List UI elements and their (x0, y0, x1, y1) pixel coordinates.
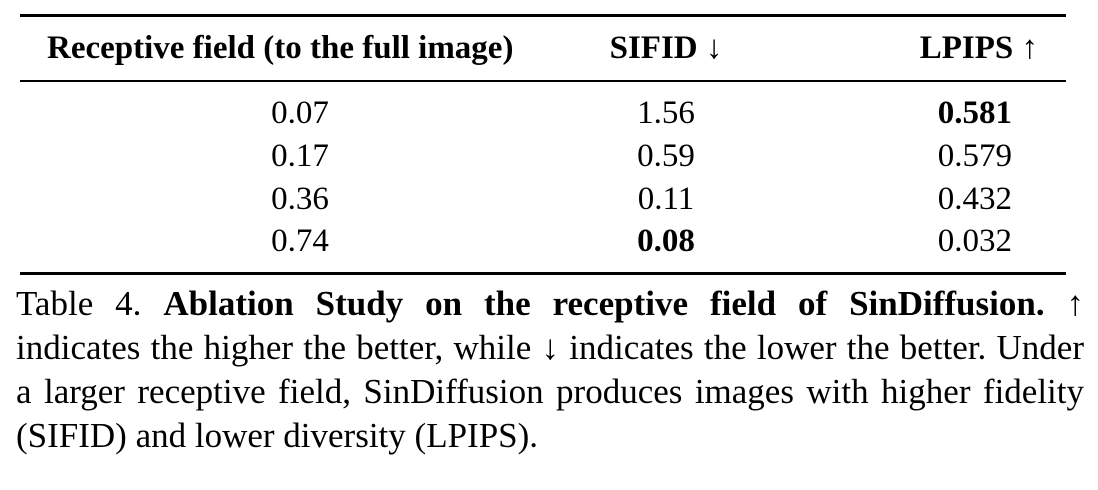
cell-sifid: 0.59 (637, 138, 695, 174)
cell-receptive-field: 0.74 (271, 223, 329, 259)
cell-sifid-best: 0.08 (637, 223, 695, 259)
cell-sifid: 1.56 (637, 95, 695, 131)
table-caption: Table 4. Ablation Study on the receptive… (16, 282, 1084, 458)
caption-label: Table 4. (16, 284, 142, 323)
bottom-rule (20, 272, 1066, 275)
cell-lpips-best: 0.581 (937, 95, 1012, 131)
caption-title: Ablation Study on the receptive field of… (163, 284, 1045, 323)
cell-lpips: 0.579 (937, 138, 1012, 174)
caption-body: ↑ indicates the higher the better, while… (16, 284, 1085, 455)
header-rule (20, 80, 1066, 82)
cell-lpips: 0.032 (937, 223, 1012, 259)
cell-sifid: 0.11 (637, 181, 695, 217)
cell-receptive-field: 0.07 (271, 95, 329, 131)
top-rule (20, 14, 1066, 17)
header-receptive-field: Receptive field (to the full image) (47, 30, 514, 66)
header-sifid: SIFID ↓ (609, 30, 723, 66)
cell-receptive-field: 0.17 (271, 138, 329, 174)
cell-lpips: 0.432 (937, 181, 1012, 217)
cell-receptive-field: 0.36 (271, 181, 329, 217)
header-lpips: LPIPS ↑ (919, 30, 1038, 66)
